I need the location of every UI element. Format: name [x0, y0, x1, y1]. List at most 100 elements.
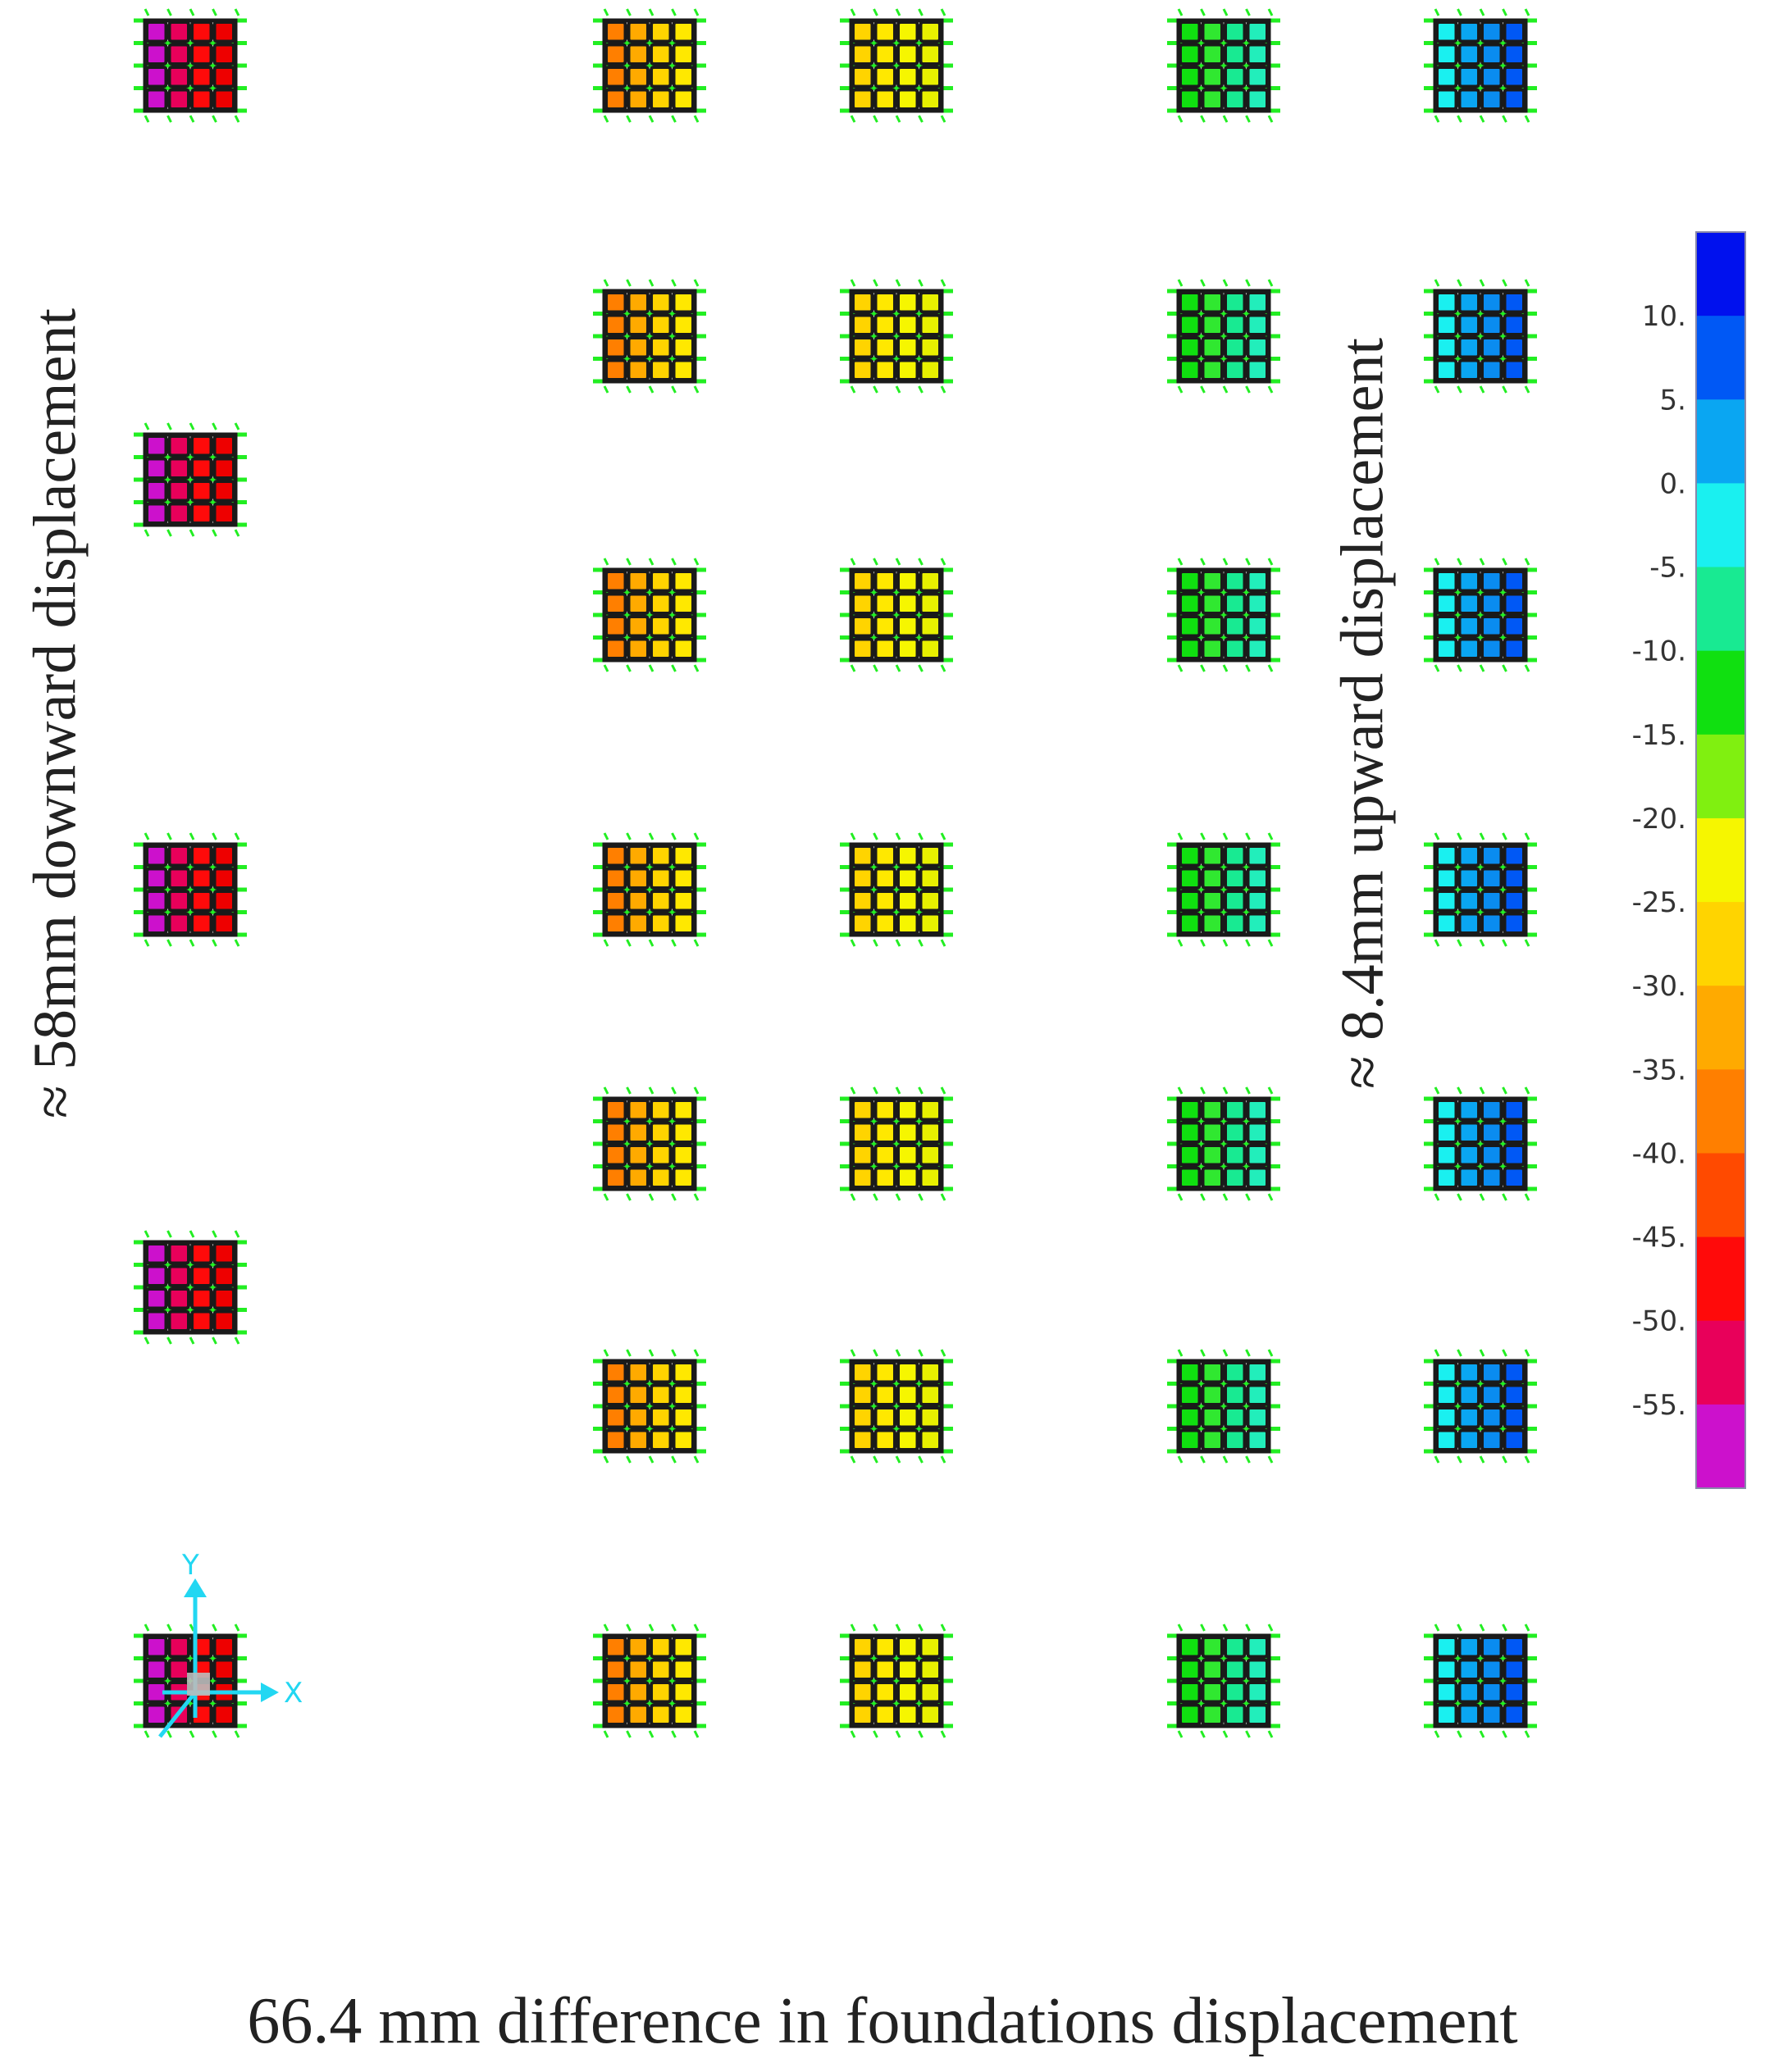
pile-cell	[627, 1166, 650, 1189]
pile-cell	[1435, 912, 1458, 935]
pile-cell	[672, 1383, 695, 1406]
pile-cap-foundation	[134, 832, 247, 947]
pile-cell	[1503, 313, 1526, 336]
pile-cell	[1503, 570, 1526, 593]
pile-cell	[672, 592, 695, 615]
pile-cell	[1480, 1658, 1503, 1681]
pile-cell	[1224, 1703, 1247, 1726]
pile-cell	[1503, 336, 1526, 359]
pile-cell	[1457, 890, 1480, 913]
pile-cell	[873, 1144, 896, 1167]
pile-cell	[1435, 358, 1458, 381]
pile-cell	[145, 912, 168, 935]
pile-cell	[1457, 592, 1480, 615]
pile-cell	[1224, 845, 1247, 868]
colorbar-segment	[1696, 567, 1745, 652]
pile-cell	[1179, 1144, 1202, 1167]
pile-cell	[627, 336, 650, 359]
pile-cell	[627, 1428, 650, 1451]
pile-cell	[1457, 291, 1480, 314]
pile-cell	[1179, 637, 1202, 660]
pile-cell	[672, 845, 695, 868]
pile-cell	[672, 1681, 695, 1704]
colorbar-segment	[1696, 734, 1745, 819]
pile-cell	[1201, 1428, 1224, 1451]
pile-cell	[919, 1636, 942, 1659]
pile-cell	[604, 890, 627, 913]
pile-cell	[604, 637, 627, 660]
pile-cell	[1179, 1099, 1202, 1122]
pile-cell	[627, 890, 650, 913]
pile-cell	[145, 1658, 168, 1681]
pile-cell	[1435, 1121, 1458, 1144]
pile-cell	[896, 20, 919, 43]
pile-cell	[1246, 88, 1269, 111]
pile-cell	[190, 502, 213, 525]
pile-cell	[1503, 20, 1526, 43]
pile-cell	[1435, 570, 1458, 593]
pile-cell	[604, 1636, 627, 1659]
pile-cell	[1201, 637, 1224, 660]
colorbar-tick-label: -25.	[1632, 886, 1686, 919]
pile-cell	[1246, 1681, 1269, 1704]
pile-cell	[650, 845, 673, 868]
pile-cap-foundation	[1424, 558, 1537, 672]
pile-cell	[1503, 1681, 1526, 1704]
pile-cell	[145, 890, 168, 913]
pile-cell	[873, 912, 896, 935]
pile-cell	[873, 43, 896, 66]
pile-cell	[1480, 867, 1503, 890]
pile-cap-foundation	[1167, 1086, 1280, 1201]
pile-cell	[650, 88, 673, 111]
pile-cell	[650, 1703, 673, 1726]
colorbar-segment	[1696, 1153, 1745, 1238]
pile-cell	[1179, 1121, 1202, 1144]
pile-cell	[919, 1703, 942, 1726]
pile-cell	[896, 358, 919, 381]
pile-cell	[672, 88, 695, 111]
pile-cell	[919, 1658, 942, 1681]
pile-cell	[1224, 1658, 1247, 1681]
pile-cell	[896, 570, 919, 593]
pile-cell	[627, 66, 650, 89]
pile-cell	[873, 1166, 896, 1189]
pile-cell	[145, 502, 168, 525]
pile-cell	[1503, 1406, 1526, 1429]
foundation-layer	[134, 8, 1537, 1738]
pile-cell	[145, 20, 168, 43]
pile-cell	[1435, 1658, 1458, 1681]
pile-cap-foundation	[134, 1230, 247, 1345]
pile-cell	[167, 1287, 190, 1310]
pile-cell	[1179, 1636, 1202, 1659]
pile-cap-foundation	[1424, 279, 1537, 394]
colorbar-segment	[1696, 650, 1745, 735]
pile-cell	[627, 1658, 650, 1681]
pile-cell	[873, 313, 896, 336]
pile-cell	[190, 845, 213, 868]
pile-cell	[190, 480, 213, 503]
pile-cell	[1480, 88, 1503, 111]
pile-cell	[167, 1309, 190, 1332]
pile-cell	[672, 358, 695, 381]
pile-cell	[627, 291, 650, 314]
pile-cell	[919, 1144, 942, 1167]
pile-cell	[650, 1099, 673, 1122]
pile-cell	[1480, 890, 1503, 913]
pile-cell	[212, 502, 235, 525]
pile-cell	[145, 845, 168, 868]
pile-cell	[1480, 637, 1503, 660]
pile-cell	[1224, 1099, 1247, 1122]
pile-cell	[1435, 43, 1458, 66]
pile-cell	[1480, 845, 1503, 868]
pile-cell	[145, 1309, 168, 1332]
downward-displacement-label: ≈ 58mm downward displacement	[21, 307, 89, 1119]
pile-cell	[627, 1383, 650, 1406]
pile-cell	[1457, 1383, 1480, 1406]
pile-cell	[212, 1658, 235, 1681]
colorbar-tick-label: -5.	[1649, 552, 1686, 585]
pile-cell	[896, 66, 919, 89]
pile-cell	[896, 1636, 919, 1659]
pile-cell	[1246, 1406, 1269, 1429]
pile-cell	[1480, 43, 1503, 66]
pile-cell	[604, 291, 627, 314]
